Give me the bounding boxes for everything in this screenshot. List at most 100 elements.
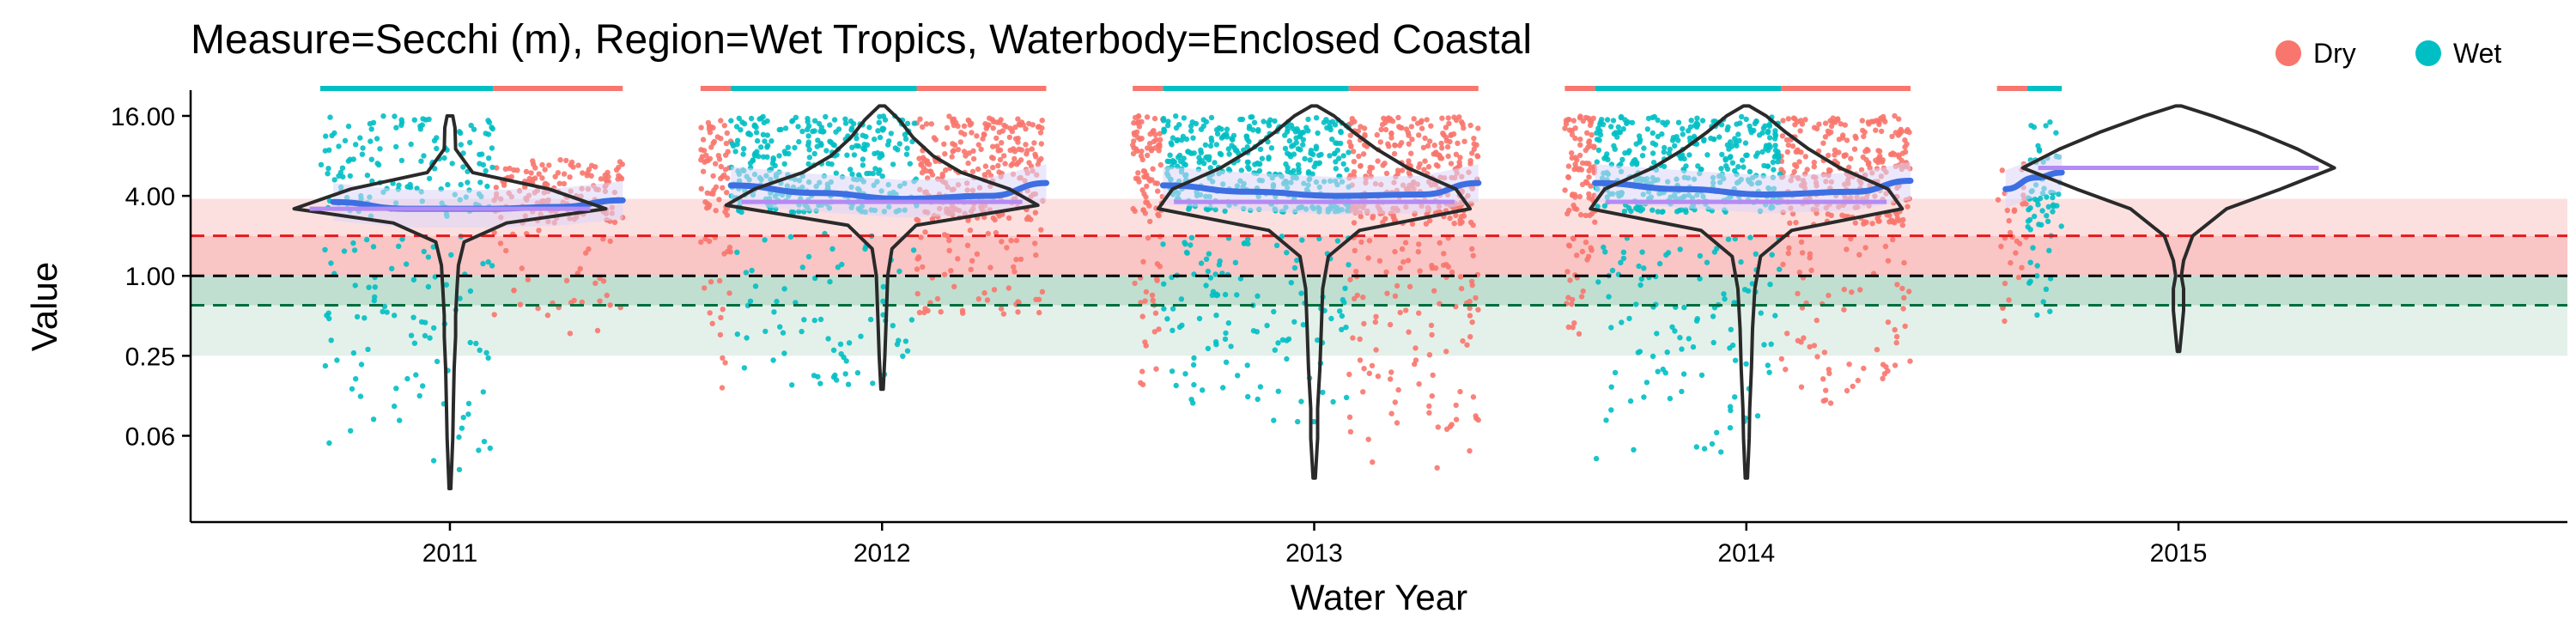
data-point-dry bbox=[1844, 387, 1850, 394]
data-point-dry bbox=[1889, 133, 1895, 140]
data-point-dry bbox=[1779, 133, 1786, 139]
data-point-dry bbox=[1473, 295, 1479, 301]
data-point-dry bbox=[1569, 131, 1576, 137]
data-point-dry bbox=[1426, 410, 1432, 416]
data-point-wet bbox=[1275, 340, 1281, 346]
data-point-wet bbox=[762, 328, 769, 335]
data-point-dry bbox=[970, 148, 976, 154]
data-point-dry bbox=[951, 283, 957, 289]
data-point-dry bbox=[1020, 122, 1026, 128]
data-point-wet bbox=[1741, 287, 1748, 293]
data-point-dry bbox=[511, 167, 517, 173]
data-point-wet bbox=[1266, 123, 1273, 129]
y-tick-label: 1.00 bbox=[125, 263, 175, 291]
data-point-dry bbox=[1572, 135, 1578, 142]
data-point-wet bbox=[393, 386, 399, 392]
data-point-dry bbox=[1456, 114, 1462, 120]
data-point-wet bbox=[371, 298, 377, 304]
data-point-wet bbox=[467, 139, 473, 146]
data-point-wet bbox=[430, 244, 436, 250]
data-point-dry bbox=[1157, 143, 1163, 150]
data-point-wet bbox=[1333, 140, 1339, 146]
data-point-dry bbox=[1875, 148, 1881, 154]
data-point-dry bbox=[563, 157, 569, 164]
data-point-wet bbox=[1732, 235, 1739, 242]
data-point-wet bbox=[1218, 135, 1225, 141]
data-point-wet bbox=[1244, 144, 1250, 150]
data-point-dry bbox=[1036, 296, 1042, 302]
data-point-dry bbox=[1820, 140, 1826, 146]
data-point-dry bbox=[2015, 274, 2022, 281]
data-point-dry bbox=[721, 123, 727, 129]
data-point-dry bbox=[1382, 161, 1388, 167]
data-point-wet bbox=[1173, 113, 1179, 119]
data-point-dry bbox=[1153, 137, 1159, 143]
data-point-dry bbox=[1357, 336, 1363, 343]
data-point-dry bbox=[1574, 252, 1580, 258]
data-point-wet bbox=[2038, 195, 2044, 202]
data-point-wet bbox=[426, 175, 433, 182]
data-point-wet bbox=[1694, 316, 1701, 322]
data-point-wet bbox=[1758, 310, 1764, 316]
data-point-dry bbox=[724, 190, 730, 196]
data-point-wet bbox=[848, 118, 854, 125]
data-point-dry bbox=[1157, 131, 1163, 137]
data-point-dry bbox=[2006, 297, 2012, 303]
data-point-wet bbox=[904, 145, 910, 151]
data-point-dry bbox=[1906, 129, 1912, 136]
data-point-wet bbox=[1207, 143, 1214, 149]
data-point-dry bbox=[964, 242, 971, 248]
data-point-dry bbox=[557, 157, 563, 163]
data-point-wet bbox=[1680, 125, 1686, 132]
data-point-wet bbox=[1680, 131, 1686, 137]
data-point-dry bbox=[1588, 183, 1594, 189]
data-point-wet bbox=[1300, 137, 1307, 143]
data-point-wet bbox=[1618, 259, 1624, 265]
data-point-wet bbox=[750, 157, 756, 164]
data-point-wet bbox=[870, 380, 876, 386]
data-point-wet bbox=[1224, 126, 1230, 132]
data-point-dry bbox=[1425, 164, 1432, 170]
data-point-dry bbox=[1385, 141, 1391, 147]
data-point-dry bbox=[1820, 376, 1826, 382]
data-point-wet bbox=[449, 161, 455, 167]
data-point-wet bbox=[770, 157, 776, 163]
data-point-dry bbox=[966, 150, 972, 156]
data-point-dry bbox=[720, 307, 726, 313]
data-point-wet bbox=[1188, 397, 1194, 403]
data-point-dry bbox=[1586, 167, 1592, 173]
data-point-dry bbox=[1849, 289, 1855, 295]
data-point-wet bbox=[1766, 135, 1773, 141]
data-point-wet bbox=[1627, 398, 1634, 404]
data-point-dry bbox=[1431, 143, 1437, 149]
data-point-wet bbox=[1213, 291, 1220, 297]
data-point-wet bbox=[1203, 256, 1210, 262]
data-point-dry bbox=[1030, 122, 1036, 128]
data-point-wet bbox=[422, 319, 428, 325]
data-point-dry bbox=[1799, 250, 1806, 256]
data-point-dry bbox=[1032, 210, 1039, 216]
data-point-wet bbox=[877, 134, 884, 141]
data-point-dry bbox=[563, 277, 570, 283]
data-point-dry bbox=[2006, 217, 2012, 224]
data-point-wet bbox=[1639, 249, 1645, 255]
data-point-dry bbox=[1430, 372, 1436, 379]
data-point-dry bbox=[1374, 131, 1381, 138]
data-point-dry bbox=[1470, 222, 1476, 228]
data-point-dry bbox=[1013, 257, 1019, 263]
data-point-wet bbox=[357, 135, 363, 141]
data-point-dry bbox=[698, 125, 704, 131]
data-point-dry bbox=[1350, 335, 1356, 341]
data-point-dry bbox=[1807, 251, 1814, 257]
data-point-dry bbox=[915, 254, 922, 260]
data-point-dry bbox=[1574, 206, 1580, 212]
data-point-dry bbox=[1413, 345, 1419, 351]
data-point-dry bbox=[602, 172, 608, 179]
data-point-wet bbox=[2036, 147, 2043, 153]
data-point-dry bbox=[1791, 168, 1797, 175]
data-point-wet bbox=[842, 120, 849, 126]
data-point-wet bbox=[1602, 249, 1608, 255]
data-point-wet bbox=[411, 340, 418, 346]
data-point-wet bbox=[1343, 325, 1349, 331]
data-point-wet bbox=[1743, 361, 1749, 367]
